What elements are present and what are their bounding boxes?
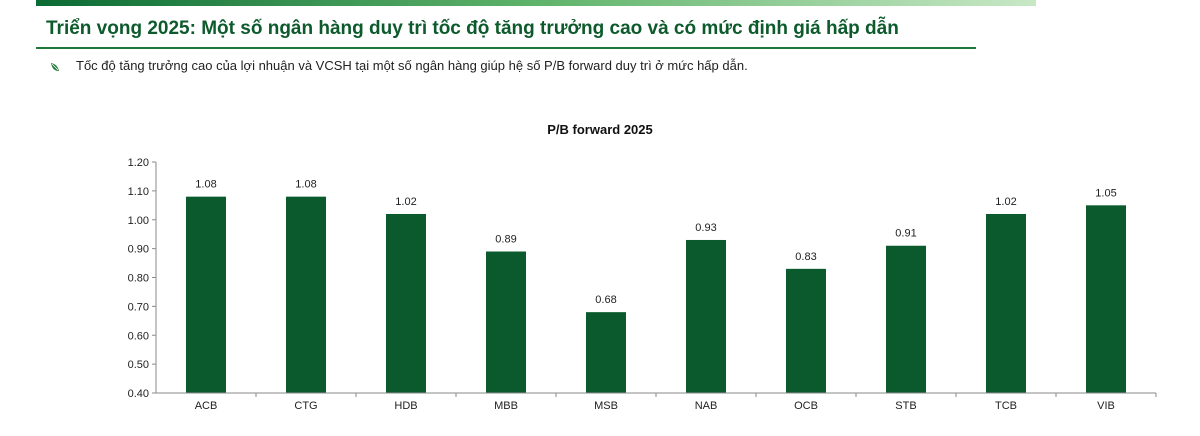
bar-acb <box>186 196 226 393</box>
bar-vib <box>1086 205 1126 393</box>
y-tick-label: 1.00 <box>128 215 149 227</box>
x-tick-label-msb: MSB <box>594 400 618 412</box>
data-label-msb: 0.68 <box>595 294 616 306</box>
x-tick-label-hdb: HDB <box>394 400 417 412</box>
bar-mbb <box>486 251 526 393</box>
bullet-point: Tốc độ tăng trưởng cao của lợi nhuận và … <box>48 58 748 73</box>
data-label-nab: 0.93 <box>695 222 716 234</box>
y-tick-label: 1.20 <box>128 157 149 169</box>
bar-ctg <box>286 196 326 393</box>
bar-stb <box>886 245 926 393</box>
y-tick-label: 0.80 <box>128 273 149 285</box>
leaf-bullet-icon <box>51 62 59 71</box>
x-tick-label-nab: NAB <box>695 400 718 412</box>
bar-nab <box>686 239 726 393</box>
data-label-acb: 1.08 <box>195 179 216 191</box>
data-label-stb: 0.91 <box>895 228 916 240</box>
x-tick-label-stb: STB <box>895 400 916 412</box>
bullet-text: Tốc độ tăng trưởng cao của lợi nhuận và … <box>76 58 748 73</box>
y-axis: 0.40 0.50 0.60 0.70 0.80 0.90 1.00 1.10 1.20 <box>128 157 157 400</box>
data-label-mbb: 0.89 <box>495 234 516 246</box>
y-tick-label: 1.10 <box>128 186 149 198</box>
x-axis: ACB CTG HDB MBB MSB NAB OCB STB TCB VIB <box>156 392 1157 412</box>
y-tick-label: 0.70 <box>128 301 149 313</box>
data-label-ocb: 0.83 <box>795 251 816 263</box>
header-divider <box>36 47 976 49</box>
y-tick-label: 0.40 <box>128 388 149 400</box>
y-tick-label: 0.60 <box>128 330 149 342</box>
y-tick-label: 0.50 <box>128 359 149 371</box>
x-tick-label-ctg: CTG <box>294 400 317 412</box>
chart-title: P/B forward 2025 <box>547 122 653 137</box>
x-tick-label-acb: ACB <box>195 400 218 412</box>
bar-tcb <box>986 213 1026 393</box>
data-label-hdb: 1.02 <box>395 196 416 208</box>
bar-ocb <box>786 268 826 393</box>
x-tick-label-vib: VIB <box>1097 400 1115 412</box>
bar-hdb <box>386 213 426 393</box>
data-labels: 1.08 1.08 1.02 0.89 0.68 0.93 0.83 0.91 1.02 1.05 <box>195 179 1116 307</box>
page-title: Triển vọng 2025: Một số ngân hàng duy tr… <box>46 18 899 39</box>
header-accent-bar <box>36 0 1036 6</box>
bars <box>186 196 1126 393</box>
data-label-vib: 1.05 <box>1095 187 1116 199</box>
data-label-tcb: 1.02 <box>995 196 1016 208</box>
y-tick-label: 0.90 <box>128 244 149 256</box>
bar-msb <box>586 312 626 393</box>
x-tick-label-ocb: OCB <box>794 400 818 412</box>
data-label-ctg: 1.08 <box>295 179 316 191</box>
x-tick-label-tcb: TCB <box>995 400 1017 412</box>
x-tick-label-mbb: MBB <box>494 400 518 412</box>
